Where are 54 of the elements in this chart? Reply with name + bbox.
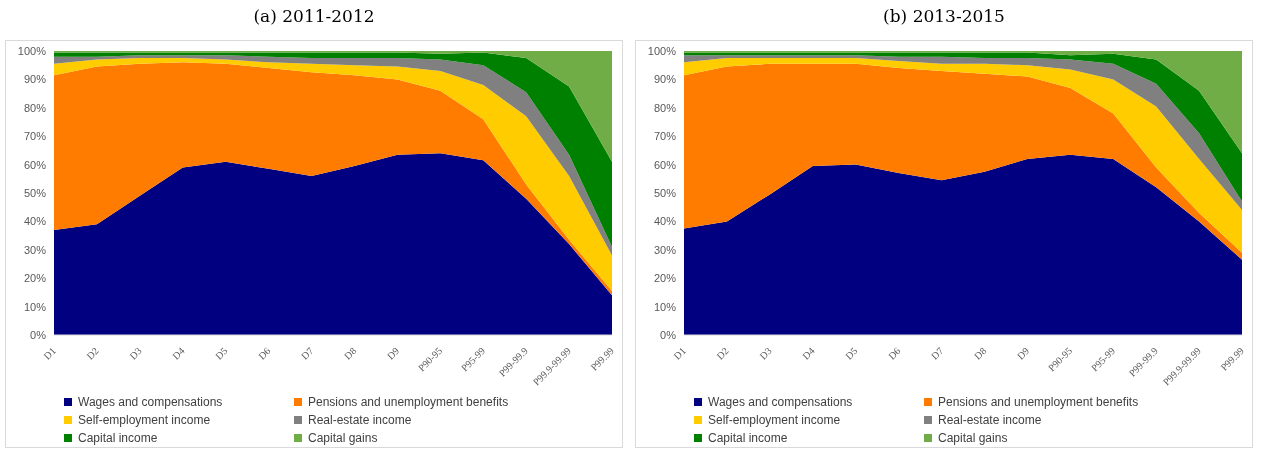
legend-label: Pensions and unemployment benefits (938, 395, 1139, 409)
y-tick-label: 50% (23, 186, 47, 199)
x-tick-label: D1 (41, 345, 58, 362)
legend-label: Capital gains (938, 431, 1008, 445)
chart-title: (b) 2013-2015 (882, 5, 1006, 28)
y-tick-label: 90% (23, 73, 47, 86)
legend-label: Real-estate income (938, 413, 1042, 427)
y-tick-label: 80% (23, 101, 47, 114)
legend-label: Capital income (708, 431, 788, 445)
y-tick-label: 10% (23, 300, 47, 313)
y-tick-label: 90% (653, 73, 677, 86)
legend-label: Capital income (78, 431, 158, 445)
x-tick-label: D8 (341, 345, 359, 362)
y-tick-label: 70% (653, 130, 677, 143)
x-tick-label: D9 (1014, 345, 1032, 362)
y-tick-label: 100% (17, 44, 47, 57)
x-tick-label: D1 (671, 345, 688, 362)
legend-label: Wages and compensations (708, 395, 853, 409)
x-tick-label: D9 (384, 345, 402, 362)
x-tick-label: D4 (170, 345, 187, 362)
legend-label: Wages and compensations (78, 395, 223, 409)
x-tick-label: D3 (127, 345, 144, 362)
legend-label: Capital gains (308, 431, 378, 445)
x-tick-label: D2 (714, 345, 731, 362)
y-tick-label: 0% (660, 328, 677, 341)
y-tick-label: 30% (653, 243, 677, 256)
x-tick-label: D7 (299, 345, 316, 362)
legend-label: Real-estate income (308, 413, 412, 427)
y-tick-label: 40% (23, 215, 47, 228)
y-tick-label: 60% (653, 158, 677, 171)
y-tick-label: 10% (653, 300, 677, 313)
legend-label: Self-employment income (78, 413, 211, 427)
x-tick-label: D7 (929, 345, 946, 362)
legend-label: Pensions and unemployment benefits (308, 395, 509, 409)
y-tick-label: 40% (653, 215, 677, 228)
x-tick-label: D5 (843, 345, 860, 362)
legend-label: Self-employment income (708, 413, 841, 427)
y-tick-label: 100% (647, 44, 677, 57)
x-tick-label: D8 (971, 345, 989, 362)
y-tick-label: 30% (23, 243, 47, 256)
y-tick-label: 20% (23, 272, 47, 285)
y-tick-label: 0% (30, 328, 47, 341)
y-tick-label: 80% (653, 101, 677, 114)
x-tick-label: D6 (256, 345, 273, 362)
y-tick-label: 50% (653, 186, 677, 199)
x-tick-label: D3 (757, 345, 774, 362)
x-tick-label: D5 (213, 345, 230, 362)
y-tick-label: 20% (653, 272, 677, 285)
y-tick-label: 60% (23, 158, 47, 171)
x-tick-label: D6 (886, 345, 903, 362)
chart-title: (a) 2011-2012 (252, 5, 376, 28)
y-tick-label: 70% (23, 130, 47, 143)
x-tick-label: D4 (800, 345, 817, 362)
x-tick-label: D2 (84, 345, 101, 362)
